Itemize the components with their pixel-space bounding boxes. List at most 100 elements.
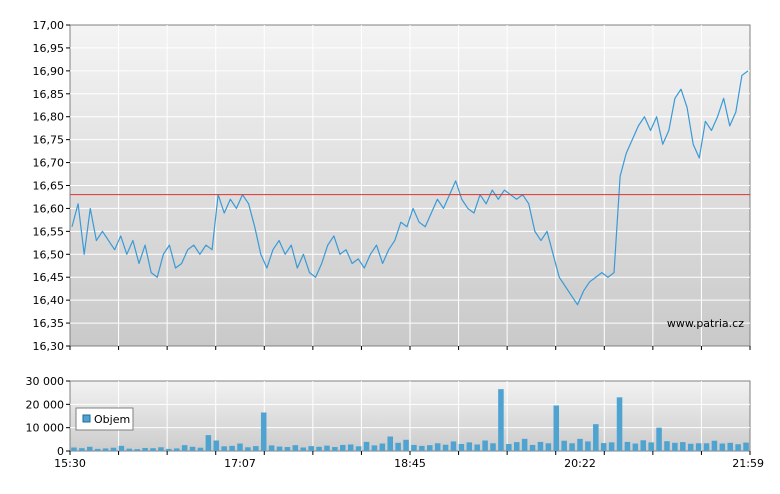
- volume-bar: [221, 446, 227, 451]
- volume-bar: [743, 442, 749, 451]
- volume-bar: [561, 440, 567, 451]
- volume-bar: [237, 443, 243, 451]
- volume-bar: [703, 443, 710, 451]
- volume-bar: [118, 445, 125, 451]
- volume-bar: [458, 444, 465, 451]
- volume-bar: [537, 441, 544, 451]
- volume-bar: [371, 445, 378, 451]
- volume-bar: [687, 443, 694, 451]
- volume-bar: [600, 443, 607, 451]
- volume-bar: [355, 446, 362, 451]
- volume-bar: [419, 445, 425, 451]
- price-tick-label: 16,95: [33, 42, 65, 55]
- volume-bar: [245, 447, 251, 451]
- price-tick-label: 16,55: [33, 225, 65, 238]
- volume-bar: [387, 436, 393, 451]
- price-tick-label: 16,75: [33, 134, 65, 147]
- volume-bar: [347, 444, 354, 451]
- price-tick-label: 17,00: [33, 19, 65, 32]
- volume-bar: [672, 442, 678, 451]
- volume-bar: [434, 443, 441, 451]
- volume-bar: [735, 444, 741, 451]
- volume-bar: [529, 444, 536, 451]
- volume-bar: [276, 446, 283, 451]
- volume-bar: [189, 446, 196, 451]
- volume-bar: [498, 389, 504, 451]
- volume-bar: [379, 443, 386, 451]
- volume-bar: [608, 442, 615, 451]
- volume-bar: [284, 447, 291, 451]
- legend-swatch: [82, 414, 91, 423]
- volume-bar: [324, 445, 330, 451]
- volume-bar: [411, 444, 417, 451]
- volume-bar: [134, 449, 140, 451]
- volume-bar: [577, 438, 583, 451]
- volume-bar: [632, 443, 639, 451]
- volume-bar: [450, 441, 457, 451]
- volume-bar: [71, 447, 77, 451]
- price-y-axis: 17,00 16,95 16,90 16,85 16,80 16,75 16,70 16,65…: [33, 19, 70, 353]
- volume-bar: [474, 444, 480, 451]
- volume-bar: [585, 441, 591, 451]
- legend: Objem: [75, 407, 134, 431]
- time-tick-label: 20:22: [564, 457, 596, 470]
- volume-bar: [466, 442, 473, 451]
- volume-bar: [490, 443, 496, 451]
- volume-bar: [253, 446, 259, 451]
- volume-bar: [664, 441, 670, 451]
- volume-bar: [158, 447, 164, 451]
- volume-bar: [205, 435, 212, 451]
- volume-bar: [166, 448, 172, 451]
- volume-bar: [680, 442, 686, 451]
- volume-bar: [181, 445, 188, 451]
- price-tick-label: 16,50: [33, 248, 65, 261]
- volume-bars: [71, 389, 749, 451]
- price-series-line: [71, 70, 749, 306]
- price-tick-label: 16,30: [33, 340, 65, 353]
- volume-bar: [395, 442, 401, 451]
- price-tick-label: 16,45: [33, 271, 65, 284]
- volume-bar: [695, 443, 702, 451]
- volume-bar: [94, 448, 101, 451]
- volume-bar: [340, 444, 346, 451]
- volume-bar: [332, 447, 338, 451]
- volume-bar: [727, 442, 733, 451]
- volume-bar: [150, 448, 156, 451]
- price-tick-label: 16,80: [33, 111, 65, 124]
- price-line: [71, 70, 749, 306]
- volume-bar: [229, 445, 235, 451]
- volume-bar: [506, 444, 512, 451]
- volume-bar: [656, 427, 662, 451]
- volume-bar: [545, 443, 552, 451]
- volume-tick-label: 20 000: [26, 398, 65, 411]
- legend-label: Objem: [94, 413, 130, 426]
- volume-bar: [513, 442, 520, 451]
- volume-bar: [213, 440, 220, 451]
- time-tick-label: 17:07: [224, 457, 256, 470]
- volume-bar: [87, 446, 93, 451]
- volume-bar: [292, 445, 299, 451]
- time-tick-label: 18:45: [394, 457, 426, 470]
- volume-bar: [300, 447, 307, 451]
- volume-bar: [442, 444, 449, 451]
- time-tick-label: 15:30: [54, 457, 86, 470]
- volume-bar: [316, 446, 322, 451]
- volume-bar: [173, 448, 180, 451]
- volume-bar: [308, 446, 314, 451]
- volume-bar: [711, 440, 718, 451]
- price-tick-label: 16,40: [33, 294, 65, 307]
- time-axis: 15:30 17:07 18:45 20:22 21:59: [54, 346, 764, 470]
- volume-bar: [640, 440, 647, 451]
- price-tick-label: 16,60: [33, 202, 65, 215]
- time-tick-label: 21:59: [732, 457, 764, 470]
- price-tick-label: 16,85: [33, 88, 65, 101]
- volume-grid: [70, 381, 750, 451]
- volume-bar: [142, 447, 148, 451]
- volume-bar: [719, 443, 726, 451]
- volume-bar: [648, 442, 654, 451]
- legend-box: [75, 407, 134, 431]
- volume-bar: [427, 445, 433, 451]
- volume-bar: [110, 447, 117, 451]
- price-tick-label: 16,90: [33, 65, 65, 78]
